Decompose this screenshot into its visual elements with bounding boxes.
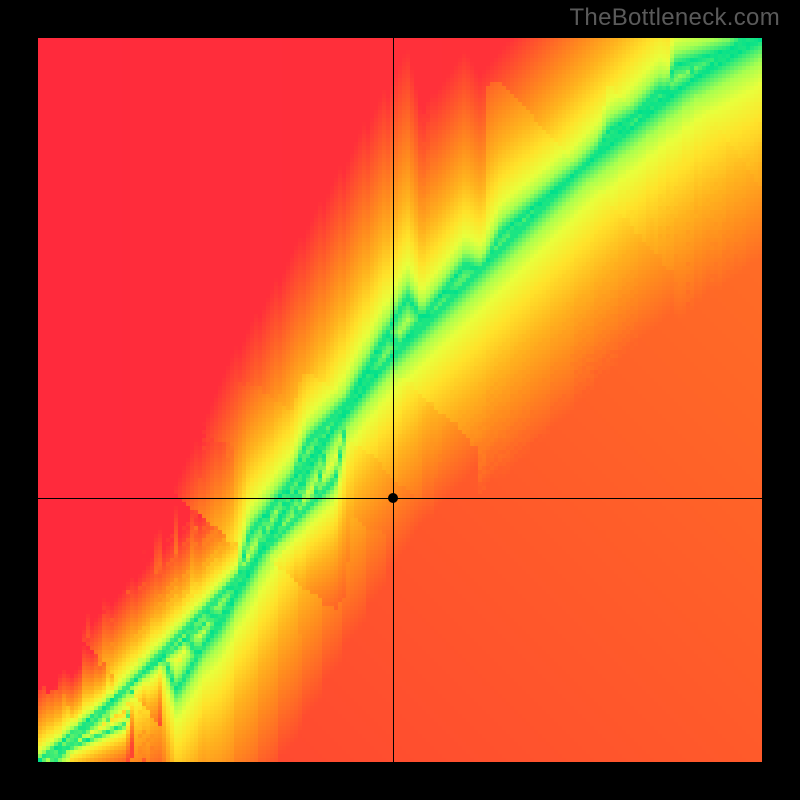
plot-area [38, 38, 762, 762]
crosshair-vertical [393, 38, 394, 762]
watermark-text: TheBottleneck.com [569, 4, 780, 32]
crosshair-horizontal [38, 498, 762, 499]
selection-marker [388, 493, 398, 503]
chart-container: TheBottleneck.com [0, 0, 800, 800]
bottleneck-heatmap [38, 38, 762, 762]
